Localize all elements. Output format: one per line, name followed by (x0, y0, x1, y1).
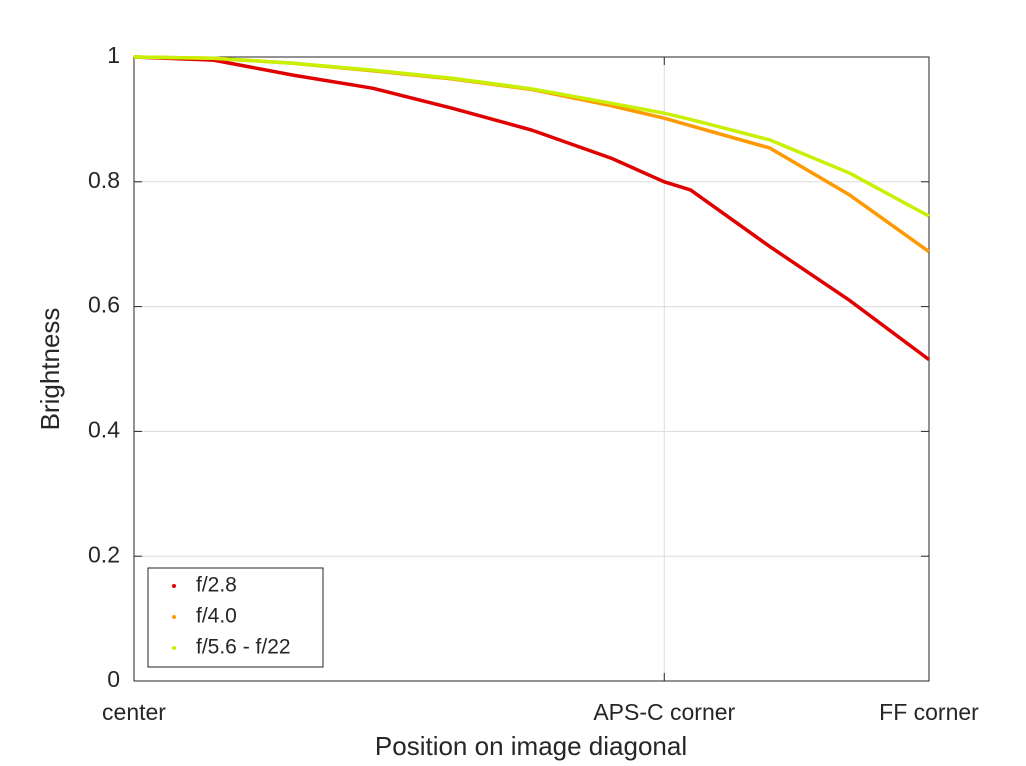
legend: f/2.8 f/4.0 f/5.6 - f/22 (147, 567, 324, 668)
x-axis-label: Position on image diagonal (375, 731, 687, 761)
legend-label: f/5.6 - f/22 (196, 636, 291, 659)
x-tick-label: APS-C corner (593, 699, 735, 725)
y-tick-label: 0.4 (88, 416, 120, 442)
legend-box (147, 567, 324, 668)
legend-label: f/4.0 (196, 605, 237, 628)
y-axis-label: Brightness (35, 308, 65, 431)
data-line (133, 55, 930, 218)
y-tick-label: 0.8 (88, 167, 120, 193)
plot-frame (133, 56, 930, 682)
legend-label: f/2.8 (196, 574, 237, 597)
x-tick-label: center (102, 699, 166, 725)
data-line (133, 55, 931, 362)
x-tick-label: FF corner (879, 699, 979, 725)
y-tick-label: 0 (107, 666, 120, 692)
legend-marker (172, 646, 176, 650)
y-tick-label: 1 (107, 42, 120, 68)
legend-marker (172, 584, 176, 588)
y-tick-label: 0.2 (88, 541, 120, 567)
legend-marker (172, 615, 176, 619)
y-tick-label: 0.6 (88, 292, 120, 318)
